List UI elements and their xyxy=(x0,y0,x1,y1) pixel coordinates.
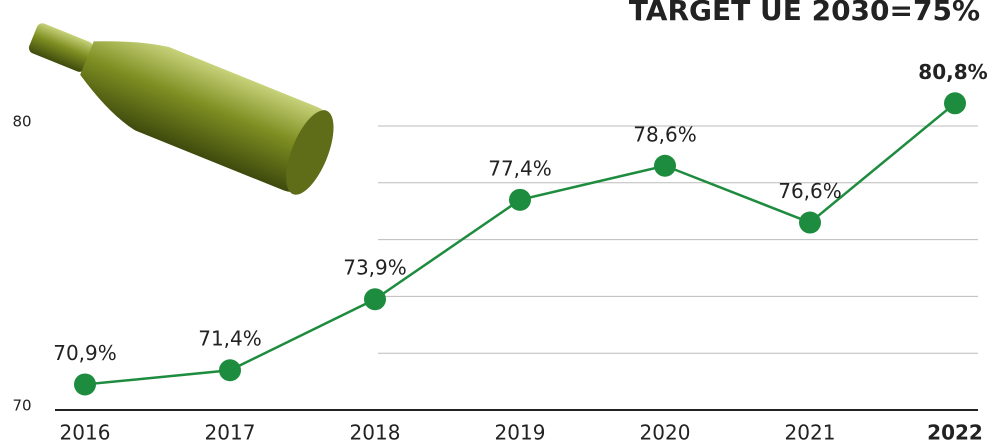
data-point xyxy=(364,288,386,311)
data-point xyxy=(654,154,676,177)
bottle-illustration xyxy=(28,23,334,195)
data-label: 76,6% xyxy=(778,179,842,203)
data-label: 70,9% xyxy=(53,341,117,365)
data-label: 73,9% xyxy=(343,256,407,280)
y-tick-label: 80 xyxy=(12,113,31,131)
data-point xyxy=(74,373,96,396)
x-tick-label: 2019 xyxy=(495,421,546,445)
data-label: 71,4% xyxy=(198,327,262,351)
chart-title: TARGET UE 2030=75% xyxy=(629,0,980,27)
data-point xyxy=(219,359,241,382)
y-tick-label: 70 xyxy=(12,397,31,415)
data-point xyxy=(944,92,966,115)
x-tick-label: 2020 xyxy=(640,421,691,445)
x-tick-label: 2018 xyxy=(350,421,401,445)
data-label: 80,8% xyxy=(918,60,987,84)
data-point xyxy=(509,188,531,211)
data-label: 78,6% xyxy=(633,122,697,146)
x-tick-label: 2017 xyxy=(205,421,256,445)
x-tick-label: 2021 xyxy=(785,421,836,445)
data-label: 77,4% xyxy=(488,156,552,180)
x-tick-label: 2022 xyxy=(927,421,983,445)
x-tick-label: 2016 xyxy=(60,421,111,445)
data-point xyxy=(799,211,821,234)
